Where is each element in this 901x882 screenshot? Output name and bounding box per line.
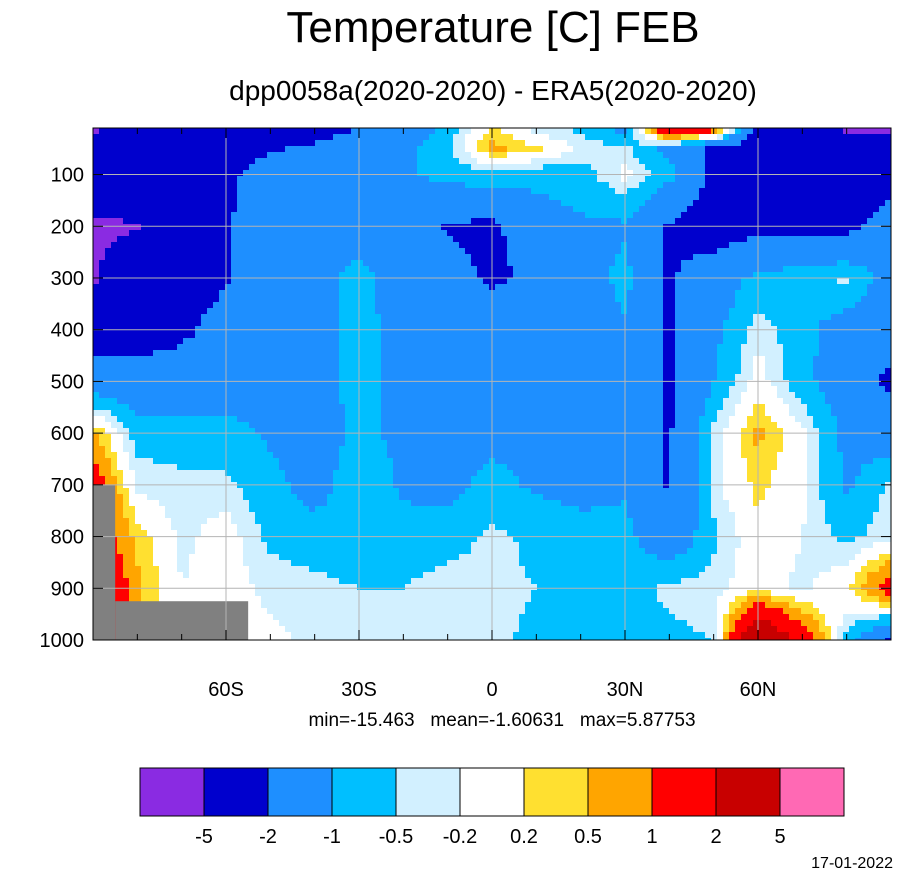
y-tick-label: 800 bbox=[51, 527, 84, 549]
colorbar-swatch bbox=[652, 768, 716, 816]
colorbar-label: -0.2 bbox=[443, 826, 477, 848]
y-tick-label: 1000 bbox=[40, 630, 85, 652]
colorbar-swatch bbox=[588, 768, 652, 816]
y-tick-label: 400 bbox=[51, 320, 84, 342]
y-tick-label: 100 bbox=[51, 165, 84, 187]
colorbar-swatch bbox=[524, 768, 588, 816]
y-tick-label: 300 bbox=[51, 268, 84, 290]
colorbar-label: 2 bbox=[710, 826, 721, 848]
colorbar-label: -2 bbox=[259, 826, 277, 848]
x-tick-label: 60S bbox=[208, 679, 244, 701]
colorbar-label: -5 bbox=[195, 826, 213, 848]
colorbar-label: 0.2 bbox=[510, 826, 538, 848]
y-tick-label: 600 bbox=[51, 423, 84, 445]
colorbar-label: 5 bbox=[774, 826, 785, 848]
y-tick-label: 500 bbox=[51, 371, 84, 393]
colorbar-label: 0.5 bbox=[574, 826, 602, 848]
color-legend: -5 -2 -1 -0.5 -0.2 0.2 0.5 1 2 5 bbox=[140, 768, 844, 848]
colorbar-swatch bbox=[268, 768, 332, 816]
colorbar-swatch bbox=[716, 768, 780, 816]
colorbar-swatch bbox=[396, 768, 460, 816]
colorbar-swatch bbox=[460, 768, 524, 816]
colorbar-swatch bbox=[332, 768, 396, 816]
x-tick-label: 60N bbox=[740, 679, 777, 701]
contour-plot: 60S 30S 0 30N 60N 100 200 300 400 500 600 700 800 90… bbox=[0, 0, 901, 882]
colorbar-label: -0.5 bbox=[379, 826, 413, 848]
x-tick-label: 30S bbox=[341, 679, 377, 701]
missing-region bbox=[93, 485, 115, 640]
y-tick-label: 900 bbox=[51, 578, 84, 600]
colorbar-swatch bbox=[140, 768, 204, 816]
colorbar-swatch bbox=[204, 768, 268, 816]
colorbar-label: -1 bbox=[323, 826, 341, 848]
colorbar-swatch bbox=[780, 768, 844, 816]
x-tick-label: 30N bbox=[607, 679, 644, 701]
date-stamp: 17-01-2022 bbox=[811, 854, 893, 874]
y-tick-label: 700 bbox=[51, 475, 84, 497]
y-tick-label: 200 bbox=[51, 216, 84, 238]
x-tick-label: 0 bbox=[486, 679, 497, 701]
colorbar-label: 1 bbox=[646, 826, 657, 848]
stats-line: min=-15.463 mean=-1.60631 max=5.87753 bbox=[0, 708, 901, 734]
